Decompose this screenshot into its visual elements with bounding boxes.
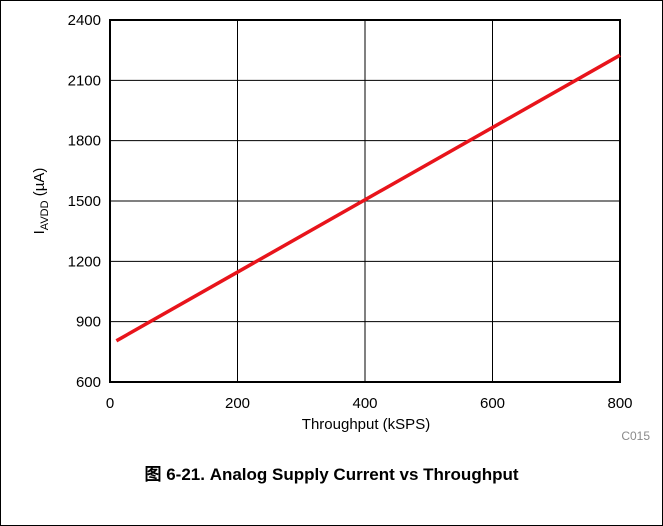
caption-text: 6-21. Analog Supply Current vs Throughpu… bbox=[166, 465, 519, 484]
y-axis-label-unit: (µA) bbox=[31, 168, 48, 201]
x-axis-label: Throughput (kSPS) bbox=[302, 416, 430, 433]
y-tick-label: 1500 bbox=[68, 193, 101, 210]
series-line-0 bbox=[115, 53, 621, 343]
x-tick-label: 200 bbox=[225, 395, 250, 412]
series-layer bbox=[115, 53, 621, 343]
plot-area bbox=[109, 19, 621, 383]
y-axis-label: IAVDD (µA) bbox=[31, 168, 51, 235]
y-tick-label: 2100 bbox=[68, 72, 101, 89]
y-axis-label-main: I bbox=[31, 230, 48, 234]
y-tick-label: 900 bbox=[76, 314, 101, 331]
figure-code: C015 bbox=[621, 429, 650, 443]
y-tick-label: 600 bbox=[76, 374, 101, 391]
y-tick-label: 2400 bbox=[68, 12, 101, 29]
y-tick-labels: 600 900 1200 1500 1800 2100 2400 bbox=[68, 12, 101, 391]
x-tick-label: 0 bbox=[106, 395, 114, 412]
x-tick-label: 600 bbox=[480, 395, 505, 412]
y-axis-label-subscript: AVDD bbox=[39, 200, 51, 230]
x-tick-labels: 0 200 400 600 800 bbox=[106, 395, 633, 412]
y-tick-label: 1800 bbox=[68, 133, 101, 150]
x-tick-label: 800 bbox=[607, 395, 632, 412]
x-tick-label: 400 bbox=[352, 395, 377, 412]
caption-prefix: 图 bbox=[144, 465, 162, 484]
figure-caption: 图 6-21. Analog Supply Current vs Through… bbox=[0, 460, 663, 485]
y-tick-label: 1200 bbox=[68, 253, 101, 270]
